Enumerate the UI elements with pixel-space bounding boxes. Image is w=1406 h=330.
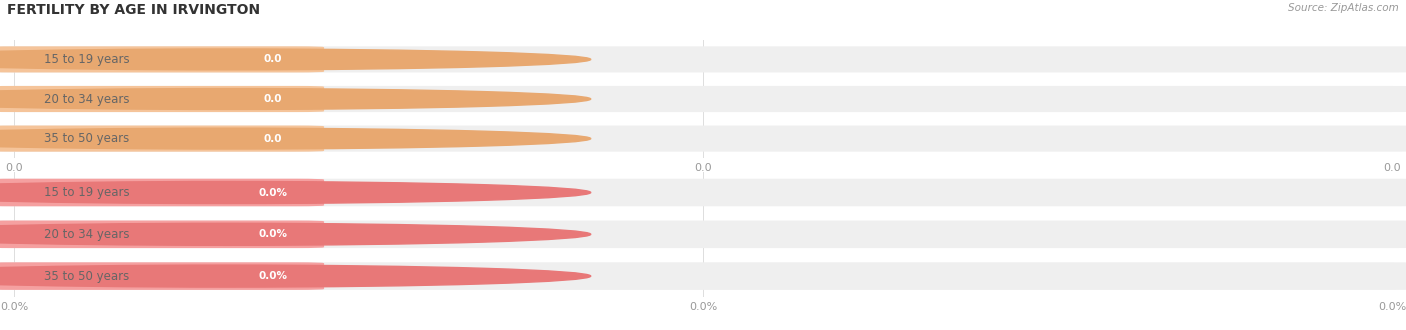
Circle shape — [0, 223, 591, 245]
Text: 0.0%: 0.0% — [259, 271, 288, 281]
FancyBboxPatch shape — [0, 46, 325, 73]
FancyBboxPatch shape — [0, 86, 1406, 112]
Text: 15 to 19 years: 15 to 19 years — [45, 53, 129, 66]
FancyBboxPatch shape — [228, 182, 319, 203]
FancyBboxPatch shape — [0, 125, 1406, 152]
Text: 0.0%: 0.0% — [259, 187, 288, 197]
Circle shape — [0, 265, 591, 287]
FancyBboxPatch shape — [0, 220, 1406, 248]
FancyBboxPatch shape — [228, 224, 319, 245]
FancyBboxPatch shape — [0, 179, 1406, 206]
FancyBboxPatch shape — [228, 89, 319, 109]
Text: 0.0: 0.0 — [264, 54, 283, 64]
FancyBboxPatch shape — [228, 266, 319, 287]
FancyBboxPatch shape — [0, 262, 325, 290]
Circle shape — [0, 128, 591, 149]
FancyBboxPatch shape — [228, 129, 319, 149]
FancyBboxPatch shape — [0, 46, 1406, 73]
Circle shape — [0, 88, 591, 110]
Text: 15 to 19 years: 15 to 19 years — [45, 186, 129, 199]
FancyBboxPatch shape — [0, 220, 325, 248]
Text: 0.0: 0.0 — [264, 94, 283, 104]
Text: 0.0%: 0.0% — [259, 229, 288, 239]
FancyBboxPatch shape — [0, 179, 325, 206]
Text: Source: ZipAtlas.com: Source: ZipAtlas.com — [1288, 3, 1399, 13]
Text: FERTILITY BY AGE IN IRVINGTON: FERTILITY BY AGE IN IRVINGTON — [7, 3, 260, 17]
FancyBboxPatch shape — [0, 86, 325, 112]
Circle shape — [0, 182, 591, 204]
FancyBboxPatch shape — [228, 50, 319, 69]
Text: 20 to 34 years: 20 to 34 years — [45, 92, 129, 106]
Text: 0.0: 0.0 — [264, 134, 283, 144]
Text: 35 to 50 years: 35 to 50 years — [45, 132, 129, 145]
FancyBboxPatch shape — [0, 125, 325, 152]
FancyBboxPatch shape — [0, 262, 1406, 290]
Text: 20 to 34 years: 20 to 34 years — [45, 228, 129, 241]
Circle shape — [0, 49, 591, 70]
Text: 35 to 50 years: 35 to 50 years — [45, 270, 129, 282]
